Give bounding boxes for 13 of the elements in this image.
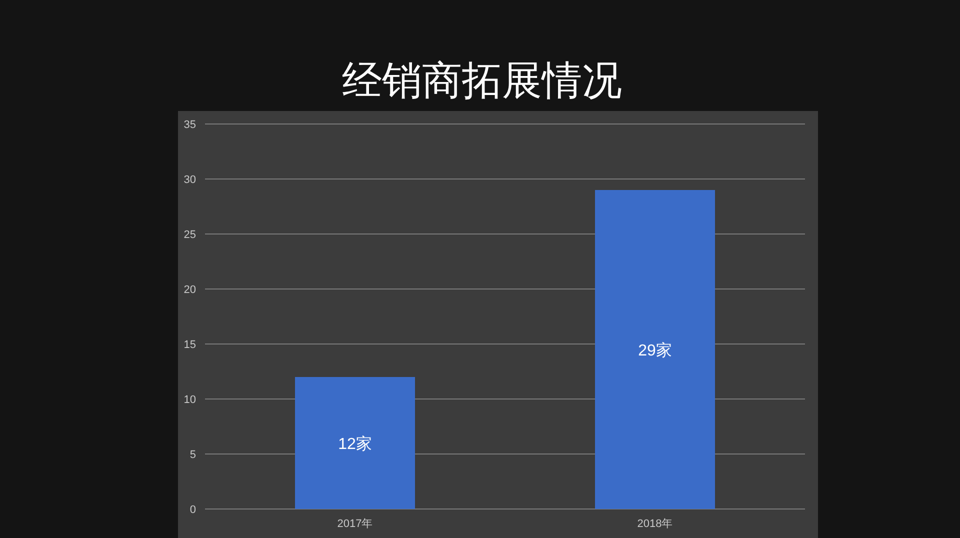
y-tick-label: 5 xyxy=(190,449,196,461)
y-tick-label: 35 xyxy=(184,119,196,131)
y-tick-label: 15 xyxy=(184,339,196,351)
y-tick-label: 20 xyxy=(184,284,196,296)
data-label: 29家 xyxy=(638,342,672,360)
chart-title: 经销商拓展情况 xyxy=(342,59,622,103)
x-tick-label: 2018年 xyxy=(637,518,673,530)
data-label: 12家 xyxy=(338,435,372,453)
x-tick-label: 2017年 xyxy=(337,518,373,530)
y-tick-label: 30 xyxy=(184,174,196,186)
y-tick-label: 25 xyxy=(184,229,196,241)
y-tick-label: 0 xyxy=(190,504,196,516)
y-tick-label: 10 xyxy=(184,394,196,406)
